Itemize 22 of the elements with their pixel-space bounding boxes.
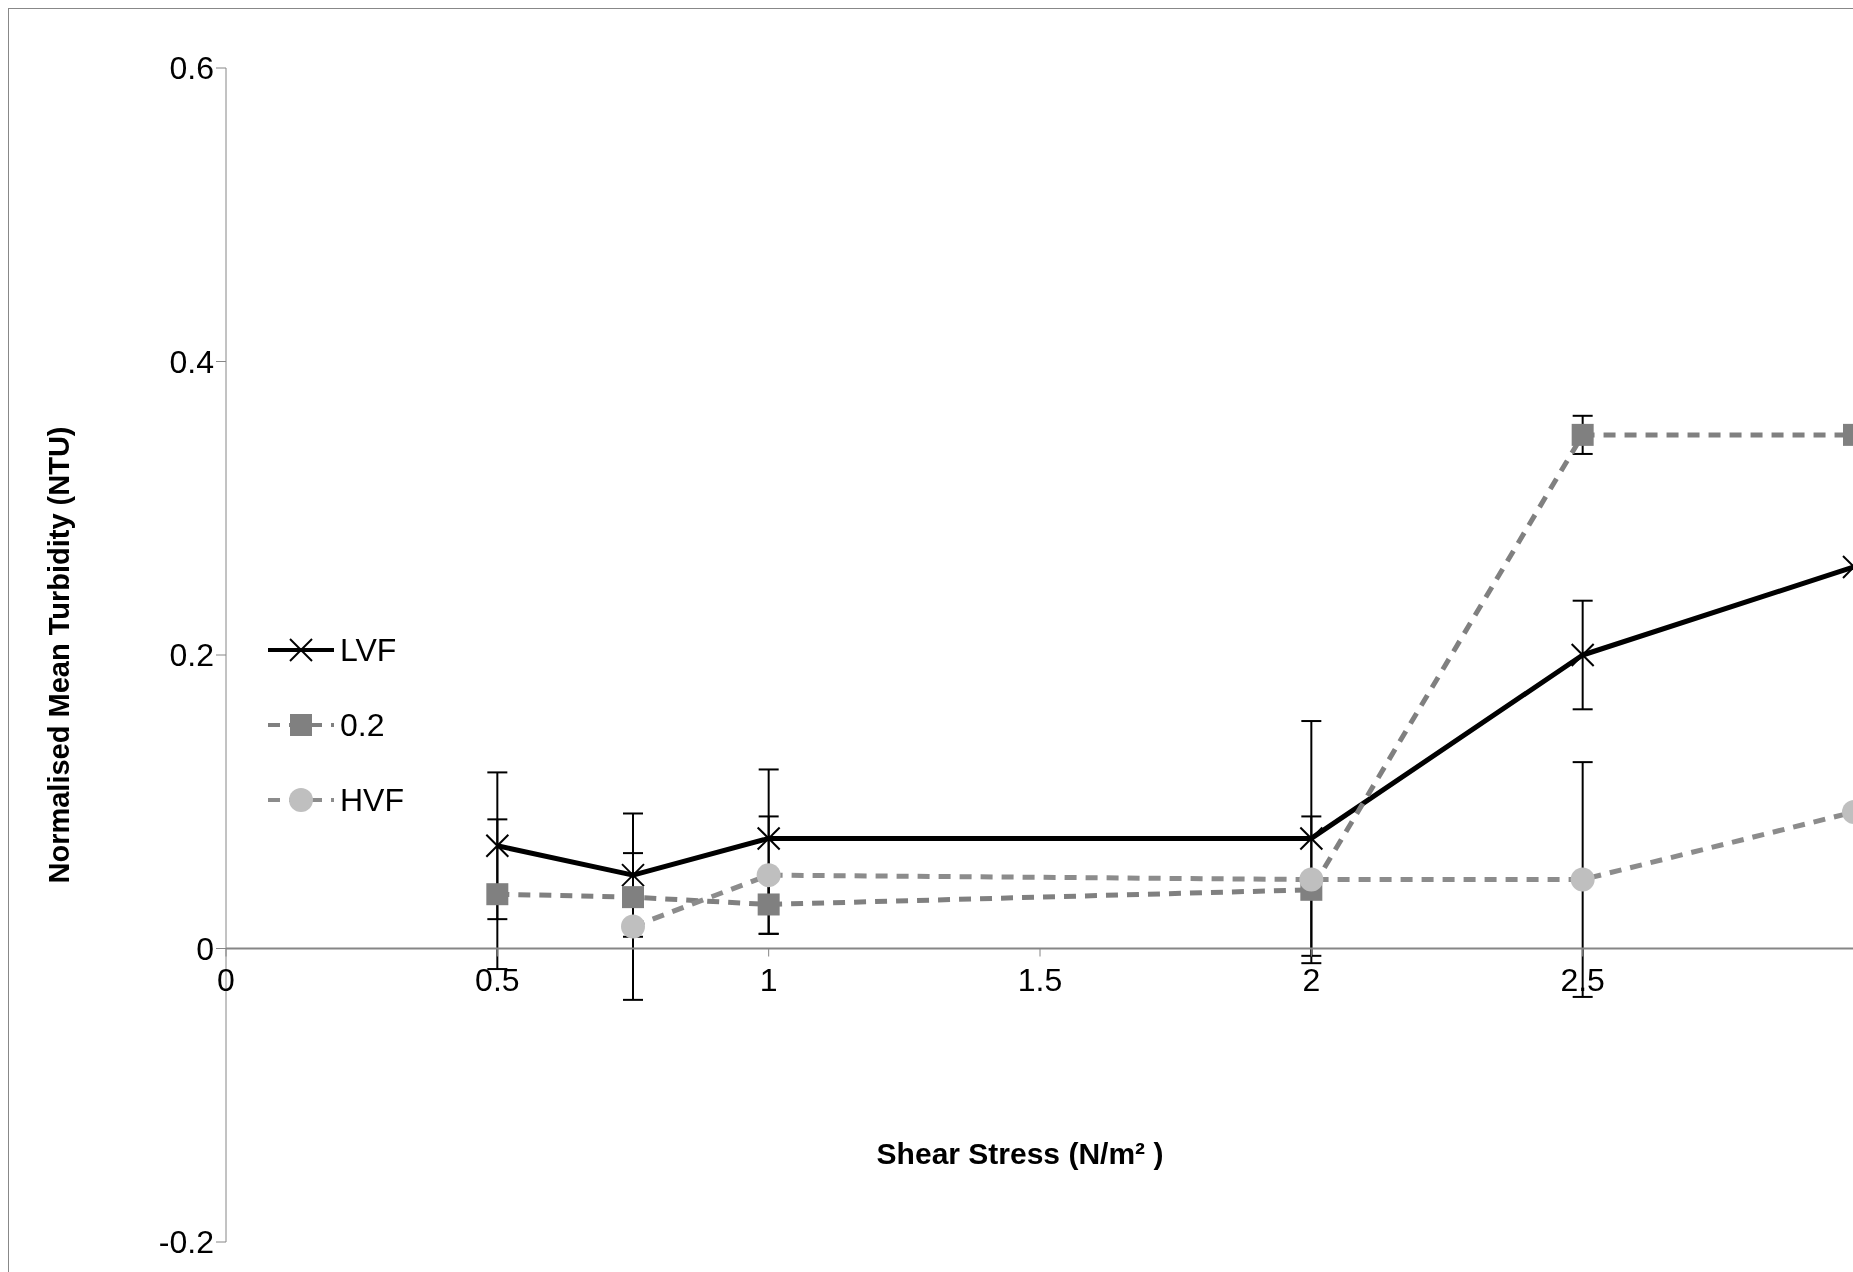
point [756,863,781,888]
legend-label: LVF [340,631,397,669]
point [1570,867,1595,892]
x-axis-title: Shear Stress (N/m² ) [876,1136,1164,1170]
point [621,914,645,939]
y-tick-label: 0.6 [169,50,214,87]
point [622,886,644,909]
y-tick-label: 0 [196,930,214,967]
point [486,883,509,906]
x-tick-label: 1.5 [1017,961,1063,998]
y-tick-label: -0.2 [158,1224,214,1261]
point [1299,867,1324,892]
x-tick-label: 1 [759,961,778,998]
legend-label: HVF [340,781,404,819]
legend-label: 0.2 [340,706,385,744]
point [1571,423,1594,446]
y-axis-title: Normalised Mean Turbidity (NTU) [43,426,76,884]
y-tick-label: 0.2 [169,637,214,674]
point [757,893,780,916]
x-tick-label: 2 [1302,961,1321,998]
x-tick-label: 0.5 [475,961,520,998]
y-tick-label: 0.4 [169,343,214,380]
